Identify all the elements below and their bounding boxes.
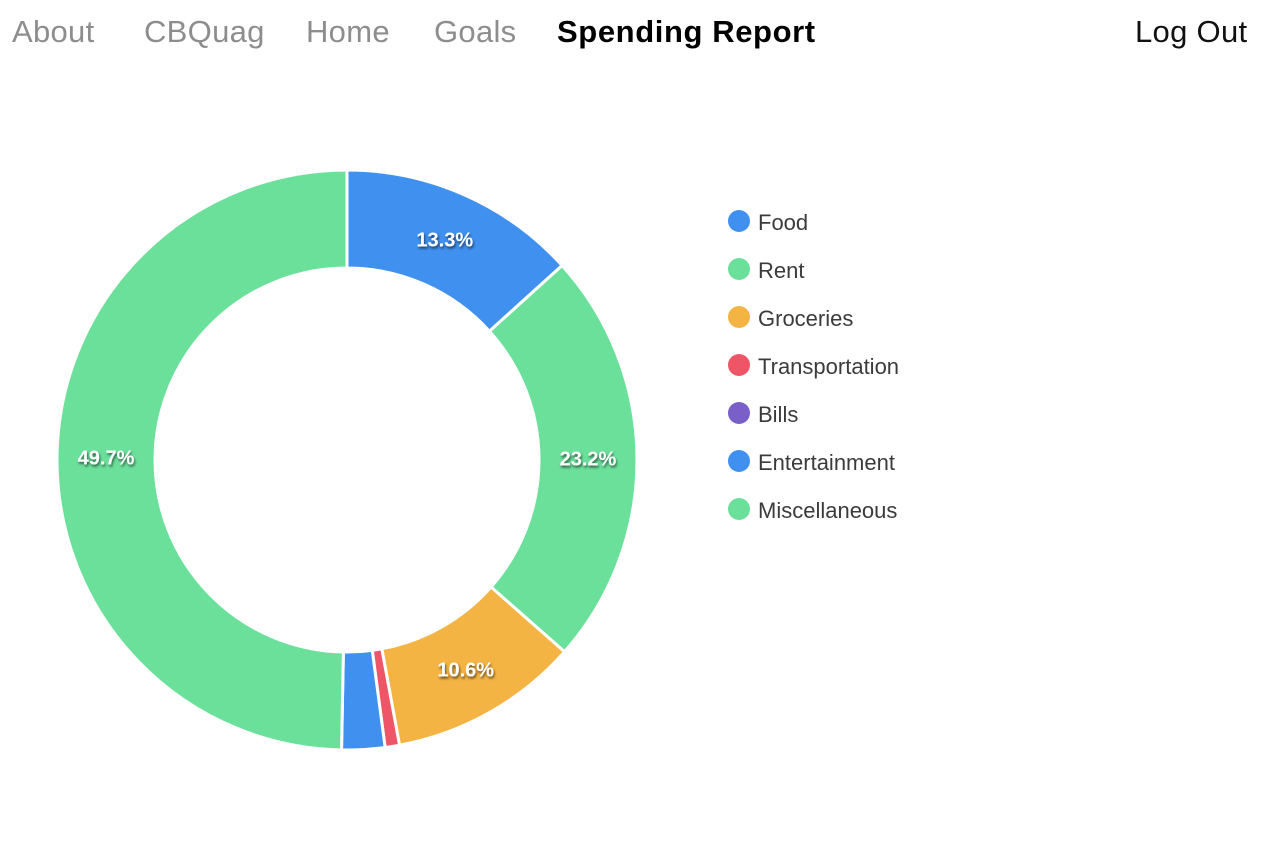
slice-miscellaneous[interactable] — [55, 168, 349, 752]
nav-home[interactable]: Home — [306, 14, 390, 49]
legend-label-transportation: Transportation — [758, 354, 900, 379]
legend-swatch-food — [728, 210, 750, 232]
legend-swatch-groceries — [728, 306, 750, 328]
legend-swatch-bills — [728, 402, 750, 424]
legend-label-rent: Rent — [758, 258, 805, 283]
legend-label-miscellaneous: Miscellaneous — [758, 498, 898, 523]
legend-label-food: Food — [758, 210, 809, 235]
slice-label-food: 13.3% — [416, 230, 473, 252]
legend-swatch-entertainment — [728, 450, 750, 472]
nav-goals[interactable]: Goals — [434, 14, 517, 49]
legend-label-bills: Bills — [758, 402, 799, 427]
legend-swatch-rent — [728, 258, 750, 280]
slice-label-rent: 23.2% — [560, 448, 617, 470]
legend-label-groceries: Groceries — [758, 306, 854, 331]
donut-slices — [55, 168, 639, 752]
donut-slice-labels: 13.3% 23.2% 10.6% 49.7% — [78, 230, 617, 682]
slice-label-miscellaneous: 49.7% — [78, 448, 135, 470]
logout-link[interactable]: Log Out — [1135, 14, 1248, 49]
legend-swatch-miscellaneous — [728, 498, 750, 520]
top-navigation: About CBQuag Home Goals Spending Report … — [0, 0, 1265, 70]
spending-donut-chart: 13.3% 23.2% 10.6% 49.7% — [55, 168, 639, 752]
nav-spending-report[interactable]: Spending Report — [557, 14, 816, 49]
nav-about[interactable]: About — [12, 14, 95, 49]
slice-label-groceries: 10.6% — [437, 660, 494, 682]
legend-swatch-transportation — [728, 354, 750, 376]
nav-cbquag[interactable]: CBQuag — [144, 14, 265, 49]
slice-rent[interactable] — [487, 264, 639, 654]
legend-label-entertainment: Entertainment — [758, 450, 895, 475]
